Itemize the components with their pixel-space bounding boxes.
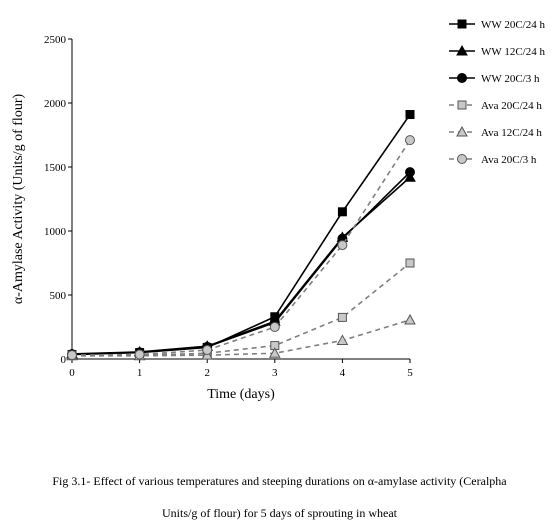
series-line bbox=[71, 171, 411, 355]
series-line bbox=[71, 176, 411, 355]
series-2 bbox=[66, 171, 416, 359]
x-tick-label: 0 bbox=[69, 367, 75, 379]
data-point bbox=[67, 350, 77, 361]
legend-label: Ava 20C/24 h bbox=[481, 100, 542, 112]
y-tick-label: 1000 bbox=[44, 226, 67, 238]
legend-entry: WW 20C/24 h bbox=[449, 19, 545, 31]
data-point bbox=[405, 258, 415, 268]
legend-label: WW 12C/24 h bbox=[481, 46, 545, 58]
x-tick-label: 3 bbox=[272, 367, 278, 379]
series-line bbox=[72, 319, 411, 357]
data-point bbox=[405, 135, 415, 146]
legend-entry: Ava 12C/24 h bbox=[449, 125, 542, 139]
legend-marker bbox=[457, 100, 467, 110]
data-point bbox=[337, 240, 348, 251]
series-4 bbox=[67, 258, 415, 360]
series-line bbox=[71, 139, 411, 356]
series-1 bbox=[67, 110, 415, 360]
y-tick-label: 1500 bbox=[44, 162, 67, 174]
legend-marker bbox=[456, 125, 468, 137]
data-point bbox=[336, 334, 349, 345]
data-point bbox=[337, 312, 347, 322]
data-point bbox=[134, 349, 145, 360]
series-layer bbox=[66, 110, 416, 361]
y-tick-label: 2000 bbox=[44, 98, 67, 110]
x-axis-label: Time (days) bbox=[207, 387, 275, 402]
data-point bbox=[405, 167, 415, 178]
legend-label: WW 20C/24 h bbox=[481, 19, 545, 31]
x-tick-label: 4 bbox=[340, 367, 346, 379]
x-tick-label: 2 bbox=[204, 367, 210, 379]
data-point bbox=[405, 110, 415, 120]
y-tick-label: 2500 bbox=[44, 34, 67, 46]
legend-label: WW 20C/3 h bbox=[481, 73, 540, 85]
legend-marker bbox=[456, 44, 468, 56]
series-line bbox=[72, 262, 411, 356]
y-tick-label: 0 bbox=[61, 354, 67, 366]
x-tick-label: 1 bbox=[137, 367, 143, 379]
figure-caption-line-1: Fig 3.1- Effect of various temperatures … bbox=[52, 474, 507, 488]
series-6 bbox=[67, 135, 415, 361]
series-3 bbox=[67, 167, 415, 360]
legend-entry: Ava 20C/24 h bbox=[449, 100, 542, 112]
data-point bbox=[404, 313, 416, 325]
data-point bbox=[202, 345, 213, 356]
axes: 0 500 1000 1500 2000 2500 0 1 2 3 4 5 bbox=[44, 34, 413, 379]
legend-entry: Ava 20C/3 h bbox=[449, 154, 537, 166]
data-point bbox=[268, 347, 281, 358]
data-point bbox=[269, 322, 280, 332]
y-tick-label: 500 bbox=[50, 290, 67, 302]
legend-entry: WW 12C/24 h bbox=[449, 44, 545, 58]
legend-marker bbox=[457, 73, 467, 83]
figure-caption-line-2: Units/g of flour) for 5 days of sproutin… bbox=[162, 506, 397, 520]
legend-label: Ava 20C/3 h bbox=[481, 154, 537, 166]
legend-marker bbox=[457, 19, 467, 29]
y-axis-label: α-Amylase Activity (Units/g of flour) bbox=[11, 94, 26, 305]
series-line bbox=[71, 114, 411, 356]
x-tick-label: 5 bbox=[407, 367, 413, 379]
legend-label: Ava 12C/24 h bbox=[481, 127, 542, 139]
data-point bbox=[337, 207, 347, 217]
legend-entry: WW 20C/3 h bbox=[449, 73, 540, 85]
legend: WW 20C/24 h WW 12C/24 h WW 20C/3 h Ava 20C/… bbox=[449, 19, 545, 166]
legend-marker bbox=[457, 154, 467, 164]
